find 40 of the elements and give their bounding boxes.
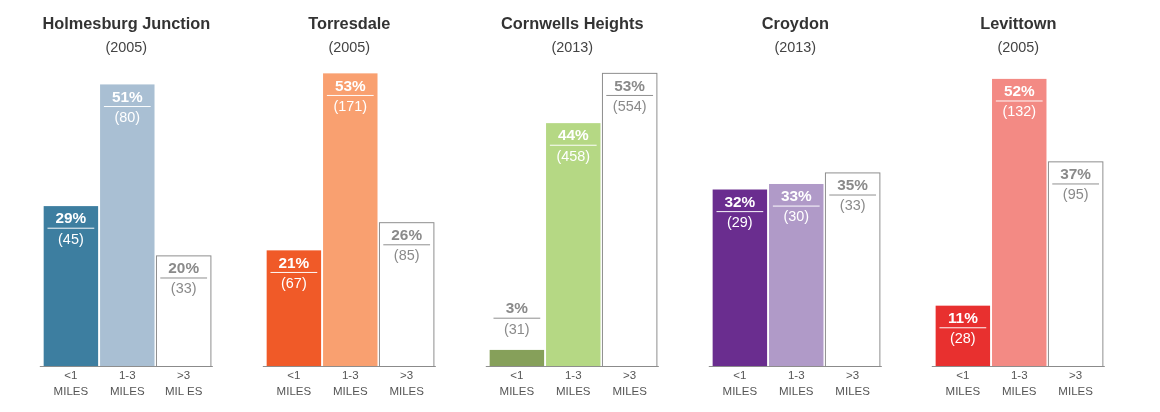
data-label: 33% (30) <box>780 187 812 225</box>
data-label: 26% (85) <box>391 226 423 264</box>
x-tick-label: 1-3 MILES <box>110 369 145 398</box>
chart-subtitle: (2005) <box>328 39 371 56</box>
data-label: 21% (67) <box>278 253 310 291</box>
data-label: 44% (458) <box>556 126 591 164</box>
x-tick-label: <1 MILES <box>276 369 312 398</box>
x-tick-label: >3 MIL ES <box>165 369 203 398</box>
x-tick-label: >3 MILES <box>612 369 648 398</box>
chart-subtitle: (2005) <box>105 39 148 56</box>
data-label: 53% (171) <box>333 76 368 114</box>
data-label: 29% (45) <box>55 209 87 247</box>
chart-subtitle: (2013) <box>551 39 594 56</box>
x-tick-label: >3 MILES <box>1058 369 1094 398</box>
chart-title: Levittown <box>980 14 1057 33</box>
data-label: 20% (33) <box>168 259 200 297</box>
x-tick-label: >3 MILES <box>835 369 871 398</box>
x-tick-label: >3 MILES <box>389 369 425 398</box>
chart-title: Cornwells Heights <box>501 14 644 33</box>
x-tick-label: 1-3 MILES <box>778 369 814 398</box>
data-label: 37% (95) <box>1060 165 1092 203</box>
data-label: 35% (33) <box>837 176 869 214</box>
data-label: 52% (132) <box>1002 82 1037 120</box>
x-tick-label: 1-3 MILES <box>1001 369 1037 398</box>
x-tick-label: <1 MILES <box>53 369 89 398</box>
chart-subtitle: (2013) <box>774 39 817 56</box>
chart-title: Holmesburg Junction <box>42 14 211 33</box>
chart-title: Croydon <box>761 14 829 33</box>
chart-subtitle: (2005) <box>997 39 1040 56</box>
x-tick-label: 1-3 MILES <box>333 369 368 398</box>
data-label: 11% (28) <box>947 308 979 347</box>
data-label: 51% (80) <box>111 87 143 125</box>
data-label: 3% (31) <box>504 299 530 337</box>
x-tick-label: 1-3 MILES <box>555 369 591 398</box>
x-tick-label: <1 MILES <box>945 369 981 398</box>
x-tick-label: <1 MILES <box>722 369 758 398</box>
data-label: 53% (554) <box>612 76 647 114</box>
chart-title: Torresdale <box>308 14 391 33</box>
data-label: 32% (29) <box>724 192 756 230</box>
x-tick-label: <1 MILES <box>499 369 535 398</box>
